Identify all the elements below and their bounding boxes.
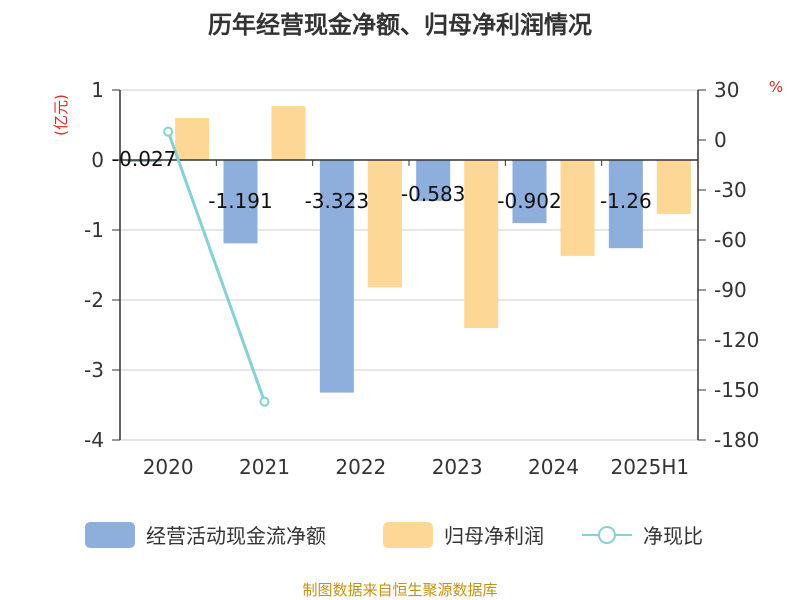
- legend-label-operating-cash-flow: 经营活动现金流净额: [146, 524, 326, 548]
- axes: [112, 89, 706, 441]
- data-labels: -0.027 -1.191 -3.323 -0.583 -0.902 -1.26: [112, 147, 652, 213]
- ratio-line: [163, 126, 270, 407]
- data-label-operating-cash-flow: -0.027: [112, 147, 176, 171]
- x-tick-label: 2023: [432, 455, 483, 479]
- right-tick-label: -180: [714, 428, 759, 452]
- legend-label-net-profit: 归母净利润: [444, 524, 544, 548]
- bar-operating-cash-flow: [127, 160, 162, 162]
- ratio-line-path: [166, 131, 266, 403]
- right-tick-label: 30: [714, 78, 739, 102]
- bar-net-profit: [271, 106, 306, 160]
- bar-net-profit: [367, 160, 402, 288]
- left-tick-label: -3: [84, 358, 104, 382]
- legend-label-cash-ratio: 净现比: [643, 524, 703, 548]
- data-label-operating-cash-flow: -0.902: [497, 189, 561, 213]
- legend-swatch-operating-cash-flow: [85, 522, 135, 548]
- left-axis-unit: (亿元): [52, 94, 70, 136]
- bars: [127, 106, 691, 393]
- right-tick-label: -90: [714, 278, 747, 302]
- x-tick-label: 2020: [143, 455, 194, 479]
- bar-operating-cash-flow: [319, 160, 354, 393]
- grid-lines: [120, 89, 698, 441]
- bar-net-profit: [560, 160, 595, 256]
- left-tick-label: -4: [84, 428, 104, 452]
- data-label-operating-cash-flow: -1.191: [208, 189, 272, 213]
- bar-operating-cash-flow: [416, 160, 451, 201]
- tick-labels: 1 0 -1 -2 -3 -4 30 0 -30 -60 -90 -120 -150 -180 2020 20…: [84, 78, 759, 479]
- bar-operating-cash-flow: [223, 160, 258, 244]
- right-tick-label: -60: [714, 228, 747, 252]
- data-label-operating-cash-flow: -0.583: [401, 182, 465, 206]
- bar-operating-cash-flow: [608, 160, 643, 249]
- left-tick-label: -2: [84, 288, 104, 312]
- bar-net-profit: [656, 160, 691, 214]
- right-axis-unit: %: [769, 78, 783, 96]
- left-tick-label: -1: [84, 218, 104, 242]
- ratio-point: [259, 396, 270, 407]
- x-tick-label: 2025H1: [610, 455, 689, 479]
- ratio-point: [163, 126, 174, 137]
- data-label-operating-cash-flow: -3.323: [305, 189, 369, 213]
- legend: 经营活动现金流净额 归母净利润 净现比: [85, 522, 703, 548]
- x-tick-label: 2022: [335, 455, 386, 479]
- x-tick-label: 2024: [528, 455, 579, 479]
- right-tick-label: -150: [714, 378, 759, 402]
- chart-title: 历年经营现金净额、归母净利润情况: [208, 11, 592, 39]
- right-tick-label: -30: [714, 178, 747, 202]
- data-source: 制图数据来自恒生聚源数据库: [302, 581, 497, 599]
- right-tick-label: -120: [714, 328, 759, 352]
- bar-operating-cash-flow: [512, 160, 547, 224]
- bar-net-profit: [175, 118, 210, 160]
- legend-swatch-net-profit: [383, 522, 433, 548]
- legend-marker-cash-ratio: [598, 526, 616, 544]
- left-tick-label: 0: [91, 148, 104, 172]
- x-tick-label: 2021: [239, 455, 290, 479]
- right-tick-label: 0: [714, 128, 727, 152]
- left-tick-label: 1: [91, 78, 104, 102]
- bar-net-profit: [464, 160, 499, 328]
- data-label-operating-cash-flow: -1.26: [600, 189, 652, 213]
